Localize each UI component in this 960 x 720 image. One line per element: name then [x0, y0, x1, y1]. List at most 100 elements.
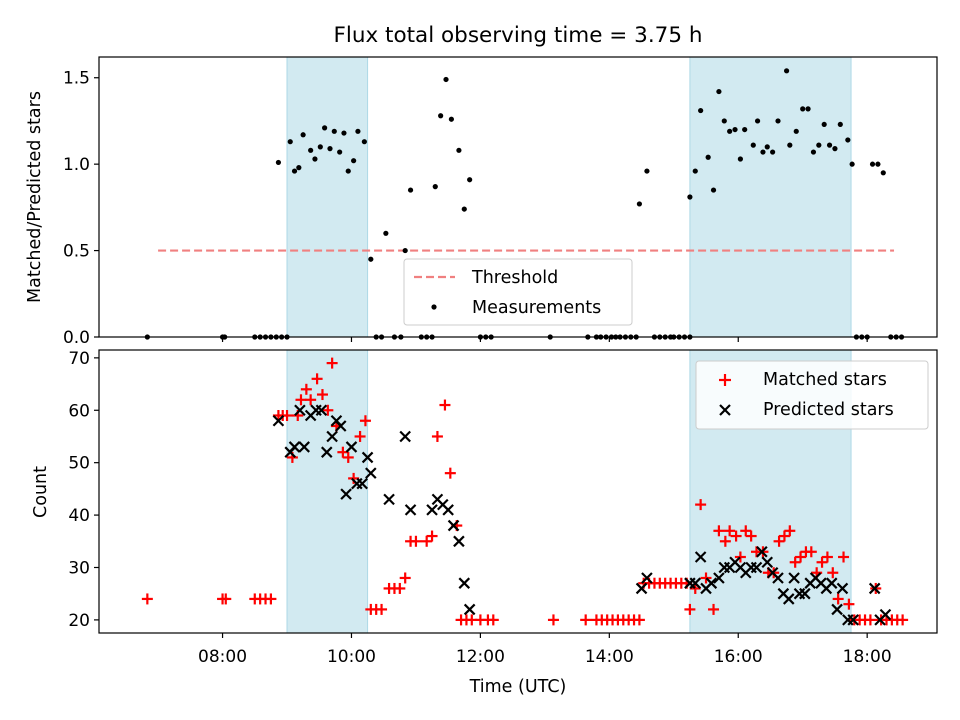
measurement-point [337, 149, 343, 155]
x-tick-label: 16:00 [714, 647, 763, 667]
predicted-star-marker [868, 582, 881, 595]
predicted-star-marker [320, 446, 333, 458]
matched-star-marker [700, 572, 712, 584]
measurement-point [800, 106, 806, 112]
matched-star-marker [220, 593, 232, 605]
observing-window-band [286, 349, 369, 634]
bottom-y-ticks: 20 30 40 50 60 70 [68, 349, 99, 631]
matched-star-marker [322, 404, 334, 416]
matched-star-marker [300, 383, 312, 395]
predicted-star-marker [750, 561, 763, 574]
y-tick-label: 40 [68, 506, 90, 526]
predicted-star-marker [836, 582, 849, 595]
predicted-star-marker [689, 577, 702, 589]
matched-star-marker [305, 394, 317, 406]
bottom-legend-box [695, 360, 929, 430]
measurement-point [275, 159, 282, 166]
measurement-point [750, 142, 756, 148]
matched-star-marker [827, 567, 839, 579]
measurement-point [810, 149, 817, 155]
matched-star-marker [487, 614, 499, 626]
x-tick-label: 08:00 [198, 647, 247, 667]
matched-star-marker [838, 551, 850, 563]
measurement-point [383, 230, 389, 236]
y-tick-label: 60 [68, 401, 90, 421]
matched-star-marker [421, 535, 433, 547]
measurement-point [467, 177, 473, 183]
top-x-ticks [221, 337, 868, 342]
top-panel: 0.0 0.5 1.0 1.5 Matched/Predicted stars Thr… [25, 56, 938, 348]
matched-star-marker [348, 472, 360, 484]
measurement-point [687, 194, 693, 200]
measurement-point [716, 88, 722, 95]
matched-star-marker [730, 530, 742, 542]
marker-stroke [288, 441, 301, 453]
bottom-axes-frame [98, 349, 938, 634]
y-tick-label: 1.5 [63, 69, 90, 89]
matched-star-marker [295, 394, 307, 406]
marker-stroke [750, 561, 763, 574]
matched-star-marker [897, 614, 909, 626]
matched-star-marker [265, 593, 277, 605]
measurement-point [636, 201, 643, 207]
predicted-star-points [272, 404, 892, 626]
matched-star-marker [713, 525, 725, 537]
matched-star-marker [684, 603, 696, 615]
matched-star-marker [410, 535, 422, 547]
matched-star-marker [359, 415, 371, 427]
predicted-star-marker [298, 441, 310, 453]
y-tick-label: 30 [68, 558, 90, 578]
predicted-star-marker [453, 535, 465, 548]
marker-stroke [447, 519, 460, 532]
measurement-point [754, 118, 761, 124]
marker-stroke [326, 430, 338, 443]
predicted-star-marker [694, 551, 707, 563]
matched-star-marker [337, 446, 349, 458]
matched-star-marker [734, 551, 746, 563]
x-tick-label: 10:00 [327, 647, 376, 667]
marker-stroke [705, 577, 718, 589]
marker-stroke [404, 504, 417, 516]
y-tick-label: 0.5 [63, 242, 90, 262]
marker-stroke [641, 572, 653, 584]
predicted-star-marker [788, 572, 800, 584]
marker-stroke [383, 493, 395, 506]
y-tick-label: 70 [68, 349, 90, 369]
measurement-point [308, 147, 314, 153]
measurement-point [355, 128, 361, 134]
matched-star-marker [695, 499, 707, 511]
predicted-star-marker [288, 441, 301, 453]
measurement-point [432, 184, 438, 190]
marker-stroke [426, 504, 438, 516]
predicted-star-marker [383, 493, 395, 506]
x-axis-label: Time (UTC) [469, 677, 567, 697]
marker-stroke [782, 593, 795, 605]
matched-star-marker [326, 357, 338, 369]
predicted-legend-swatch [719, 404, 731, 416]
marker-stroke [831, 603, 843, 616]
marker-stroke [399, 430, 411, 443]
matched-star-marker [832, 593, 844, 605]
measurement-point [317, 144, 323, 150]
top-shaded-regions [286, 56, 852, 338]
measurement-point [345, 168, 351, 174]
measurement-point [760, 149, 766, 155]
marker-stroke [340, 488, 352, 500]
measurement-point [783, 68, 790, 74]
predicted-star-marker [825, 577, 838, 589]
measurement-point [341, 130, 347, 136]
predicted-star-marker [404, 504, 417, 516]
predicted-star-marker [847, 614, 859, 626]
measurement-point [448, 116, 454, 122]
measurement-point [443, 76, 449, 83]
measurement-point [869, 161, 876, 167]
measurement-point [849, 161, 855, 167]
matched-star-marker [281, 410, 293, 422]
bottom-y-axis-label: Count [31, 466, 51, 518]
marker-stroke [635, 582, 648, 595]
marker-stroke [294, 404, 306, 417]
marker-stroke [825, 577, 838, 589]
top-y-ticks: 0.0 0.5 1.0 1.5 [63, 69, 99, 348]
marker-stroke [836, 582, 849, 595]
predicted-star-marker [458, 577, 471, 589]
